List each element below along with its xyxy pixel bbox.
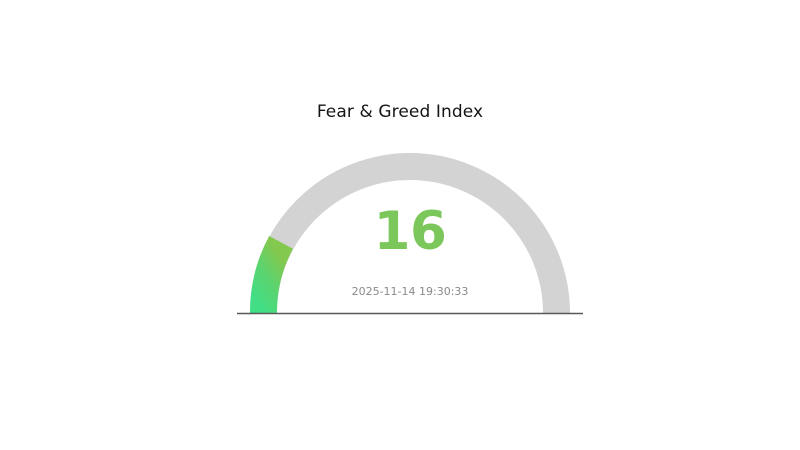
- gauge-track-arc: [250, 153, 570, 314]
- gauge-value-arc: [249, 235, 294, 314]
- fear-greed-gauge: 16 2025-11-14 19:30:33: [228, 140, 592, 325]
- gauge-svg: [237, 153, 583, 315]
- page-title: Fear & Greed Index: [316, 102, 484, 122]
